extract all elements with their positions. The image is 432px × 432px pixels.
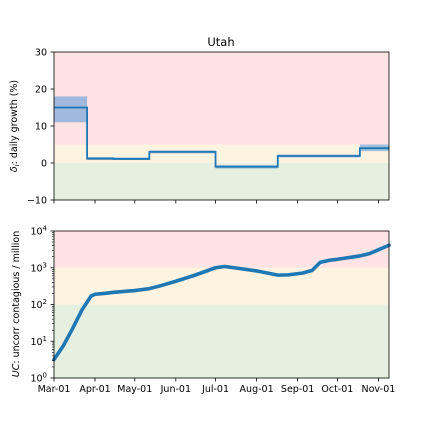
xtick-label: Nov-01 [362, 384, 396, 395]
xtick-label: Sep-01 [281, 384, 314, 395]
daily-growth-panel: −10 0 10 20 30 δi: daily growth (%) [9, 48, 390, 207]
contagious-line [52, 243, 391, 362]
top-ytick-label: 0 [41, 159, 47, 170]
top-threshold-bands [54, 52, 389, 200]
chart-title: Utah [207, 35, 234, 49]
bottom-band-2 [54, 231, 389, 268]
xtick-label: Aug-01 [240, 384, 274, 395]
contagious-panel: 100 101 102 103 104 Mar-01 Apr-01 May-01 Jun-01… [11, 225, 395, 396]
top-ytick-label: 10 [35, 122, 47, 133]
bottom-x-ticks: Mar-01 Apr-01 May-01 Jun-01 Jul-01 Aug-01 Sep-… [38, 378, 396, 395]
daily-growth-series [54, 96, 389, 169]
bottom-ytick-label: 104 [30, 225, 47, 238]
top-ylabel-sub: i [13, 164, 21, 166]
bottom-ylabel-symbol: UC [11, 363, 22, 377]
xtick-label: May-01 [117, 384, 152, 395]
bottom-threshold-bands [54, 231, 389, 378]
top-ylabel-symbol: δ [9, 166, 20, 172]
top-ytick-label: 20 [35, 85, 47, 96]
growth-ci-band-0 [54, 96, 88, 123]
top-band-1 [54, 144, 389, 163]
bottom-ytick-label: 103 [30, 261, 47, 274]
xtick-label: Jun-01 [160, 384, 191, 395]
top-ytick-label: 30 [35, 48, 47, 59]
top-x-ticks [53, 200, 379, 204]
top-ylabel-text: : daily growth (%) [9, 80, 20, 165]
top-y-ticks: −10 0 10 20 30 [27, 48, 54, 207]
bottom-ylabel-text: : uncorr contagious / million [11, 231, 22, 364]
xtick-label: Oct-01 [321, 384, 353, 395]
top-y-axis-label: δi: daily growth (%) [9, 80, 21, 172]
xtick-label: Apr-01 [79, 384, 110, 395]
top-band-0 [54, 163, 389, 200]
bottom-band-0 [54, 304, 389, 378]
bottom-ytick-label: 101 [30, 335, 47, 348]
bottom-y-ticks: 100 101 102 103 104 [30, 225, 54, 385]
bottom-y-axis-label: UC: uncorr contagious / million [11, 231, 22, 378]
top-ytick-label: −10 [27, 196, 47, 207]
bottom-ytick-label: 102 [30, 298, 47, 311]
xtick-label: Mar-01 [38, 384, 71, 395]
contagious-series [52, 243, 391, 362]
growth-step-line [54, 106, 389, 168]
xtick-label: Jul-01 [201, 384, 229, 395]
bottom-ytick-label: 100 [30, 372, 47, 385]
top-band-2 [54, 52, 389, 145]
bottom-band-1 [54, 267, 389, 305]
